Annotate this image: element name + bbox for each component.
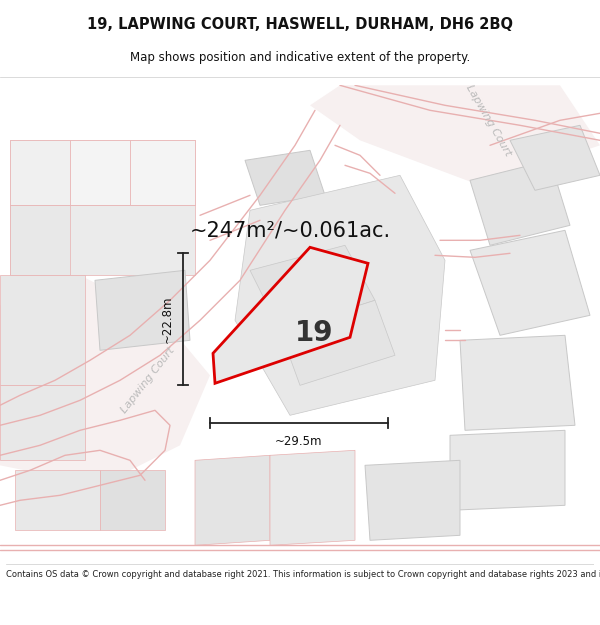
Polygon shape — [100, 470, 165, 530]
Polygon shape — [15, 470, 100, 530]
Text: 19, LAPWING COURT, HASWELL, DURHAM, DH6 2BQ: 19, LAPWING COURT, HASWELL, DURHAM, DH6 … — [87, 17, 513, 32]
Polygon shape — [195, 455, 270, 545]
Polygon shape — [70, 140, 130, 205]
Polygon shape — [365, 460, 460, 540]
Polygon shape — [460, 335, 575, 430]
Polygon shape — [235, 175, 445, 415]
Polygon shape — [270, 450, 355, 545]
Polygon shape — [10, 205, 70, 275]
Polygon shape — [450, 430, 565, 510]
Polygon shape — [280, 300, 395, 385]
Polygon shape — [95, 270, 190, 350]
Text: ~247m²/~0.061ac.: ~247m²/~0.061ac. — [190, 220, 391, 240]
Polygon shape — [0, 275, 85, 385]
Polygon shape — [510, 125, 600, 190]
Polygon shape — [0, 275, 210, 485]
Polygon shape — [470, 160, 570, 245]
Polygon shape — [10, 205, 195, 275]
Text: Lapwing Court: Lapwing Court — [464, 83, 512, 158]
Polygon shape — [10, 140, 70, 205]
Polygon shape — [310, 85, 600, 185]
Polygon shape — [245, 150, 325, 205]
Text: Map shows position and indicative extent of the property.: Map shows position and indicative extent… — [130, 51, 470, 64]
Text: Contains OS data © Crown copyright and database right 2021. This information is : Contains OS data © Crown copyright and d… — [6, 569, 600, 579]
Polygon shape — [130, 140, 195, 205]
Polygon shape — [0, 385, 85, 460]
Text: Lapwing Court: Lapwing Court — [119, 346, 177, 415]
Text: 19: 19 — [295, 319, 334, 348]
Polygon shape — [470, 230, 590, 335]
Polygon shape — [10, 140, 195, 205]
Text: ~29.5m: ~29.5m — [275, 435, 323, 447]
Polygon shape — [250, 245, 375, 330]
Text: ~22.8m: ~22.8m — [161, 296, 173, 343]
Polygon shape — [213, 248, 368, 383]
